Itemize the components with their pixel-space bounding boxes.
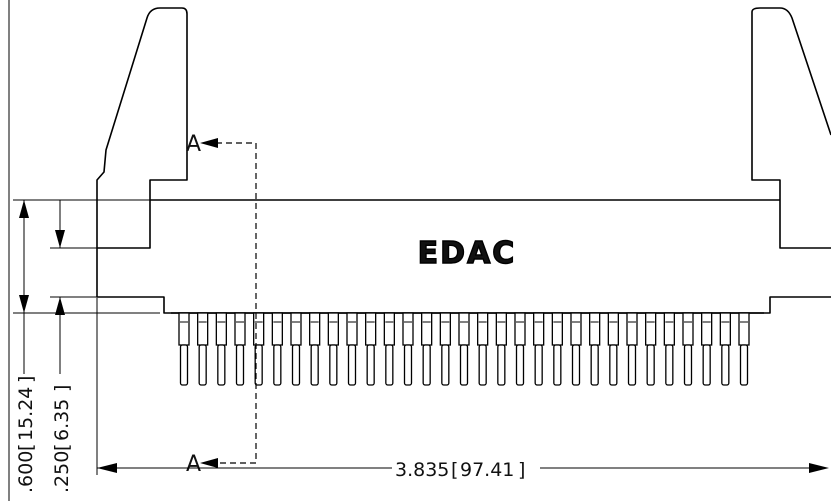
overall-height-value: .600 [15,451,37,493]
edac-logo: EDAC [417,235,517,271]
pin [682,312,694,386]
pin [533,312,545,386]
width-dimension: 3.835 [ 97.41 ] [96,298,829,481]
overall-height-metric: 15.24 [15,387,37,441]
pin [551,312,563,386]
overall-height-dimension: .600 [ 15.24 ] [13,199,160,493]
svg-text:]: ] [51,385,73,392]
pin [701,312,713,386]
offset-height-dimension: .250 [ 6.35 ] [50,200,97,493]
svg-text:[: [ [51,444,73,451]
pin [402,312,414,386]
pin [365,312,377,386]
offset-height-value: .250 [51,451,73,493]
pin [645,312,657,386]
section-arrow-bottom [200,458,218,468]
svg-text:[: [ [451,459,458,481]
section-line [216,142,257,464]
svg-text:]: ] [518,459,525,481]
pin [458,312,470,386]
pin [197,312,209,386]
pin [383,312,395,386]
pin [271,312,283,386]
width-value: 3.835 [395,459,449,481]
section-arrow-top [200,138,218,148]
right-latch-ear [751,7,831,249]
pin [663,312,675,386]
pin [589,312,601,386]
pin [421,312,433,386]
pin [738,312,750,386]
left-latch-ear [96,7,188,249]
section-label-top: A [186,132,201,157]
pin [439,312,451,386]
pin [234,312,246,386]
pin [719,312,731,386]
pin [570,312,582,386]
pin [290,312,302,386]
svg-text:]: ] [15,376,37,383]
pin-row [178,312,750,386]
offset-height-metric: 6.35 [51,399,73,441]
pin [495,312,507,386]
pin [607,312,619,386]
pin [477,312,489,386]
pin [309,312,321,386]
width-metric: 97.41 [460,459,514,481]
section-label-bottom: A [186,452,201,477]
pin [626,312,638,386]
pin [178,312,190,386]
pin [327,312,339,386]
pin [215,312,227,386]
pin [346,312,358,386]
pin [514,312,526,386]
svg-text:[: [ [15,444,37,451]
logo-text: EDAC [418,236,517,271]
pin [253,312,265,386]
